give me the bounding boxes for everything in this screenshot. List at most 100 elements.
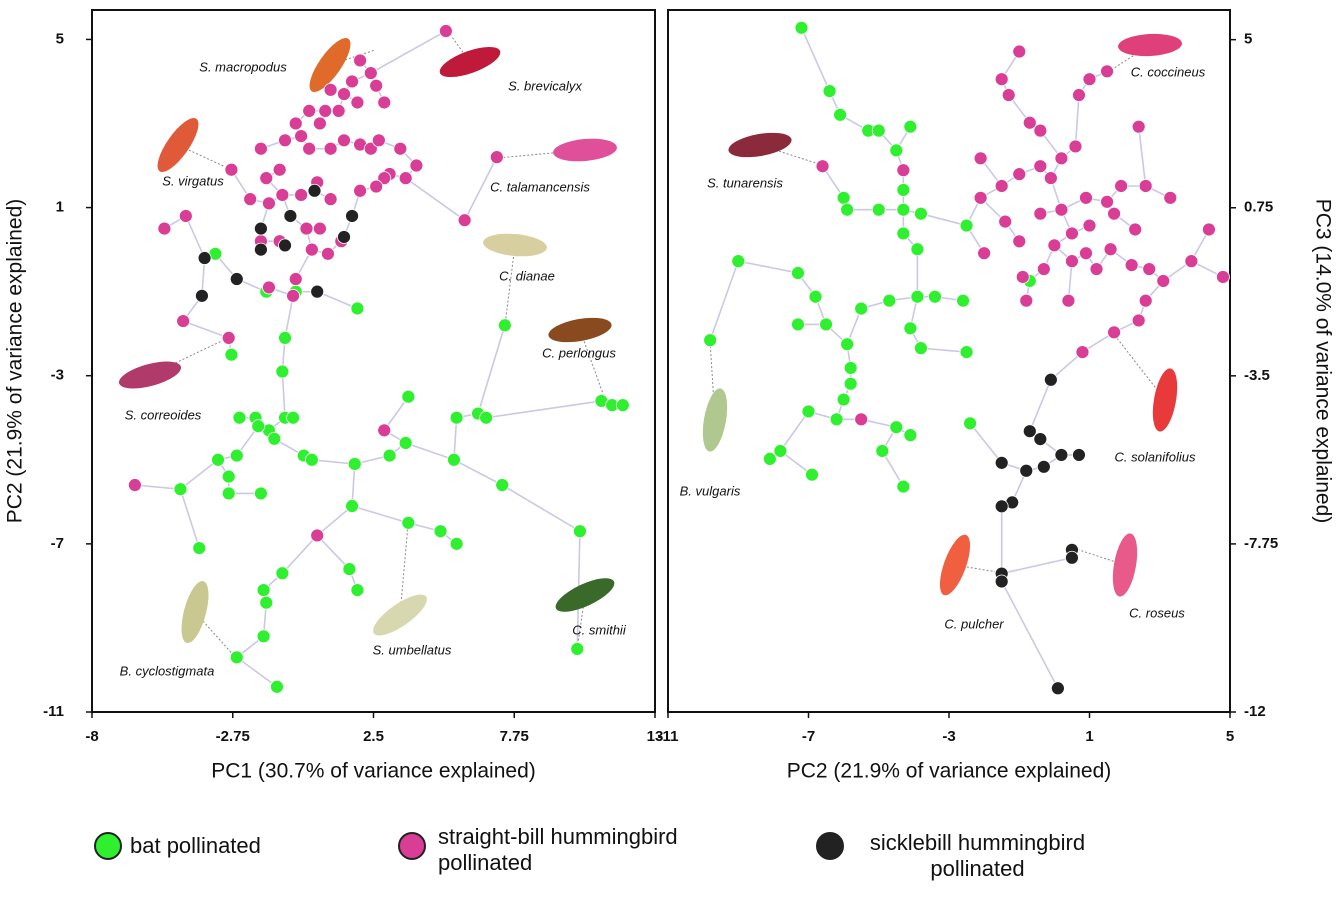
data-point [1054,448,1069,462]
data-point [221,486,236,501]
tree-edge [485,400,602,419]
data-point [286,288,300,303]
data-point [573,524,587,539]
legend-label: straight-bill hummingbird pollinated [438,824,678,875]
data-point [1015,270,1030,284]
data-point [363,66,378,80]
data-point [836,190,851,205]
data-point [1163,190,1178,205]
data-point [304,452,319,467]
species-label: C. perlongus [542,345,616,360]
data-point [321,246,335,261]
data-point [299,221,314,236]
data-point [409,158,424,173]
data-point [1107,325,1121,340]
flower-illustration [939,534,971,596]
x-tick-label: -2.75 [216,728,250,745]
species-label: C. solanifolius [1115,449,1196,464]
tree-edge [134,484,181,491]
data-point [393,141,408,156]
flower-illustration [181,580,209,644]
tree-edge [405,177,466,221]
species-label: S. virgatus [162,173,224,188]
x-axis-label: PC2 (21.9% of variance explained) [787,760,1112,783]
data-point [840,337,855,352]
tree-edge [236,656,278,688]
x-tick-label: -11 [658,728,679,745]
leader-line [399,524,409,616]
data-point [253,486,268,501]
data-point [871,123,886,138]
x-tick-label: 1 [1085,728,1093,745]
flower-illustration [439,46,501,78]
data-point [275,566,290,581]
data-point [377,171,392,186]
tree-edge [501,484,581,532]
data-point [224,347,239,362]
data-point [363,141,378,156]
data-point [1033,432,1048,447]
tree-edge [1074,94,1080,147]
tree-edge [920,212,967,227]
data-point [973,190,988,205]
tree-edge [179,488,201,549]
data-point [229,448,244,463]
data-point [312,116,327,131]
data-point [1138,179,1153,193]
data-point [1036,262,1051,276]
data-point [278,133,292,148]
data-point [1036,459,1051,474]
data-point [176,314,191,328]
flower-illustration [1118,33,1182,57]
x-tick-label: 7.75 [500,728,529,745]
y-tick-label: -3.5 [1244,367,1270,384]
data-point [350,583,365,597]
data-point [998,214,1013,229]
data-point [489,150,504,165]
data-point [270,679,284,694]
tree-edge [179,459,219,490]
data-point [283,209,298,223]
data-point [195,288,209,303]
legend-label: sicklebill hummingbird pollinated [869,830,1086,881]
tree-edge [405,442,455,461]
data-point [307,183,322,198]
data-point [963,416,977,431]
data-point [229,650,244,665]
tree-edge [477,325,506,414]
data-point [1033,123,1048,138]
data-point [1047,238,1062,253]
tree-edge [779,410,810,452]
data-point [288,116,303,131]
data-point [994,72,1009,87]
species-label: S. umbellatus [373,642,452,657]
data-point [1012,44,1027,59]
data-point [889,143,904,158]
data-point [267,431,282,446]
species-label: S. tunarensis [707,175,783,190]
data-point [1065,226,1079,241]
y-tick-label: -3 [51,367,64,384]
data-point [843,361,858,375]
data-point [1054,202,1069,217]
data-point [1012,167,1027,182]
data-point [243,192,258,207]
data-point [302,141,317,156]
data-point [294,129,309,144]
data-point [262,196,276,211]
data-point [977,246,992,261]
data-point [310,528,325,543]
data-point [345,499,359,513]
species-label: C. talamancensis [490,179,590,194]
flower-illustration [1152,368,1178,432]
flower-illustration [309,38,351,92]
data-point [854,301,869,316]
data-point [256,583,271,597]
tree-edge [969,422,1003,464]
data-point [1114,179,1129,193]
data-point [259,171,274,186]
data-point [910,242,925,257]
data-point [896,479,911,494]
data-point [794,20,809,35]
data-point [342,562,357,576]
